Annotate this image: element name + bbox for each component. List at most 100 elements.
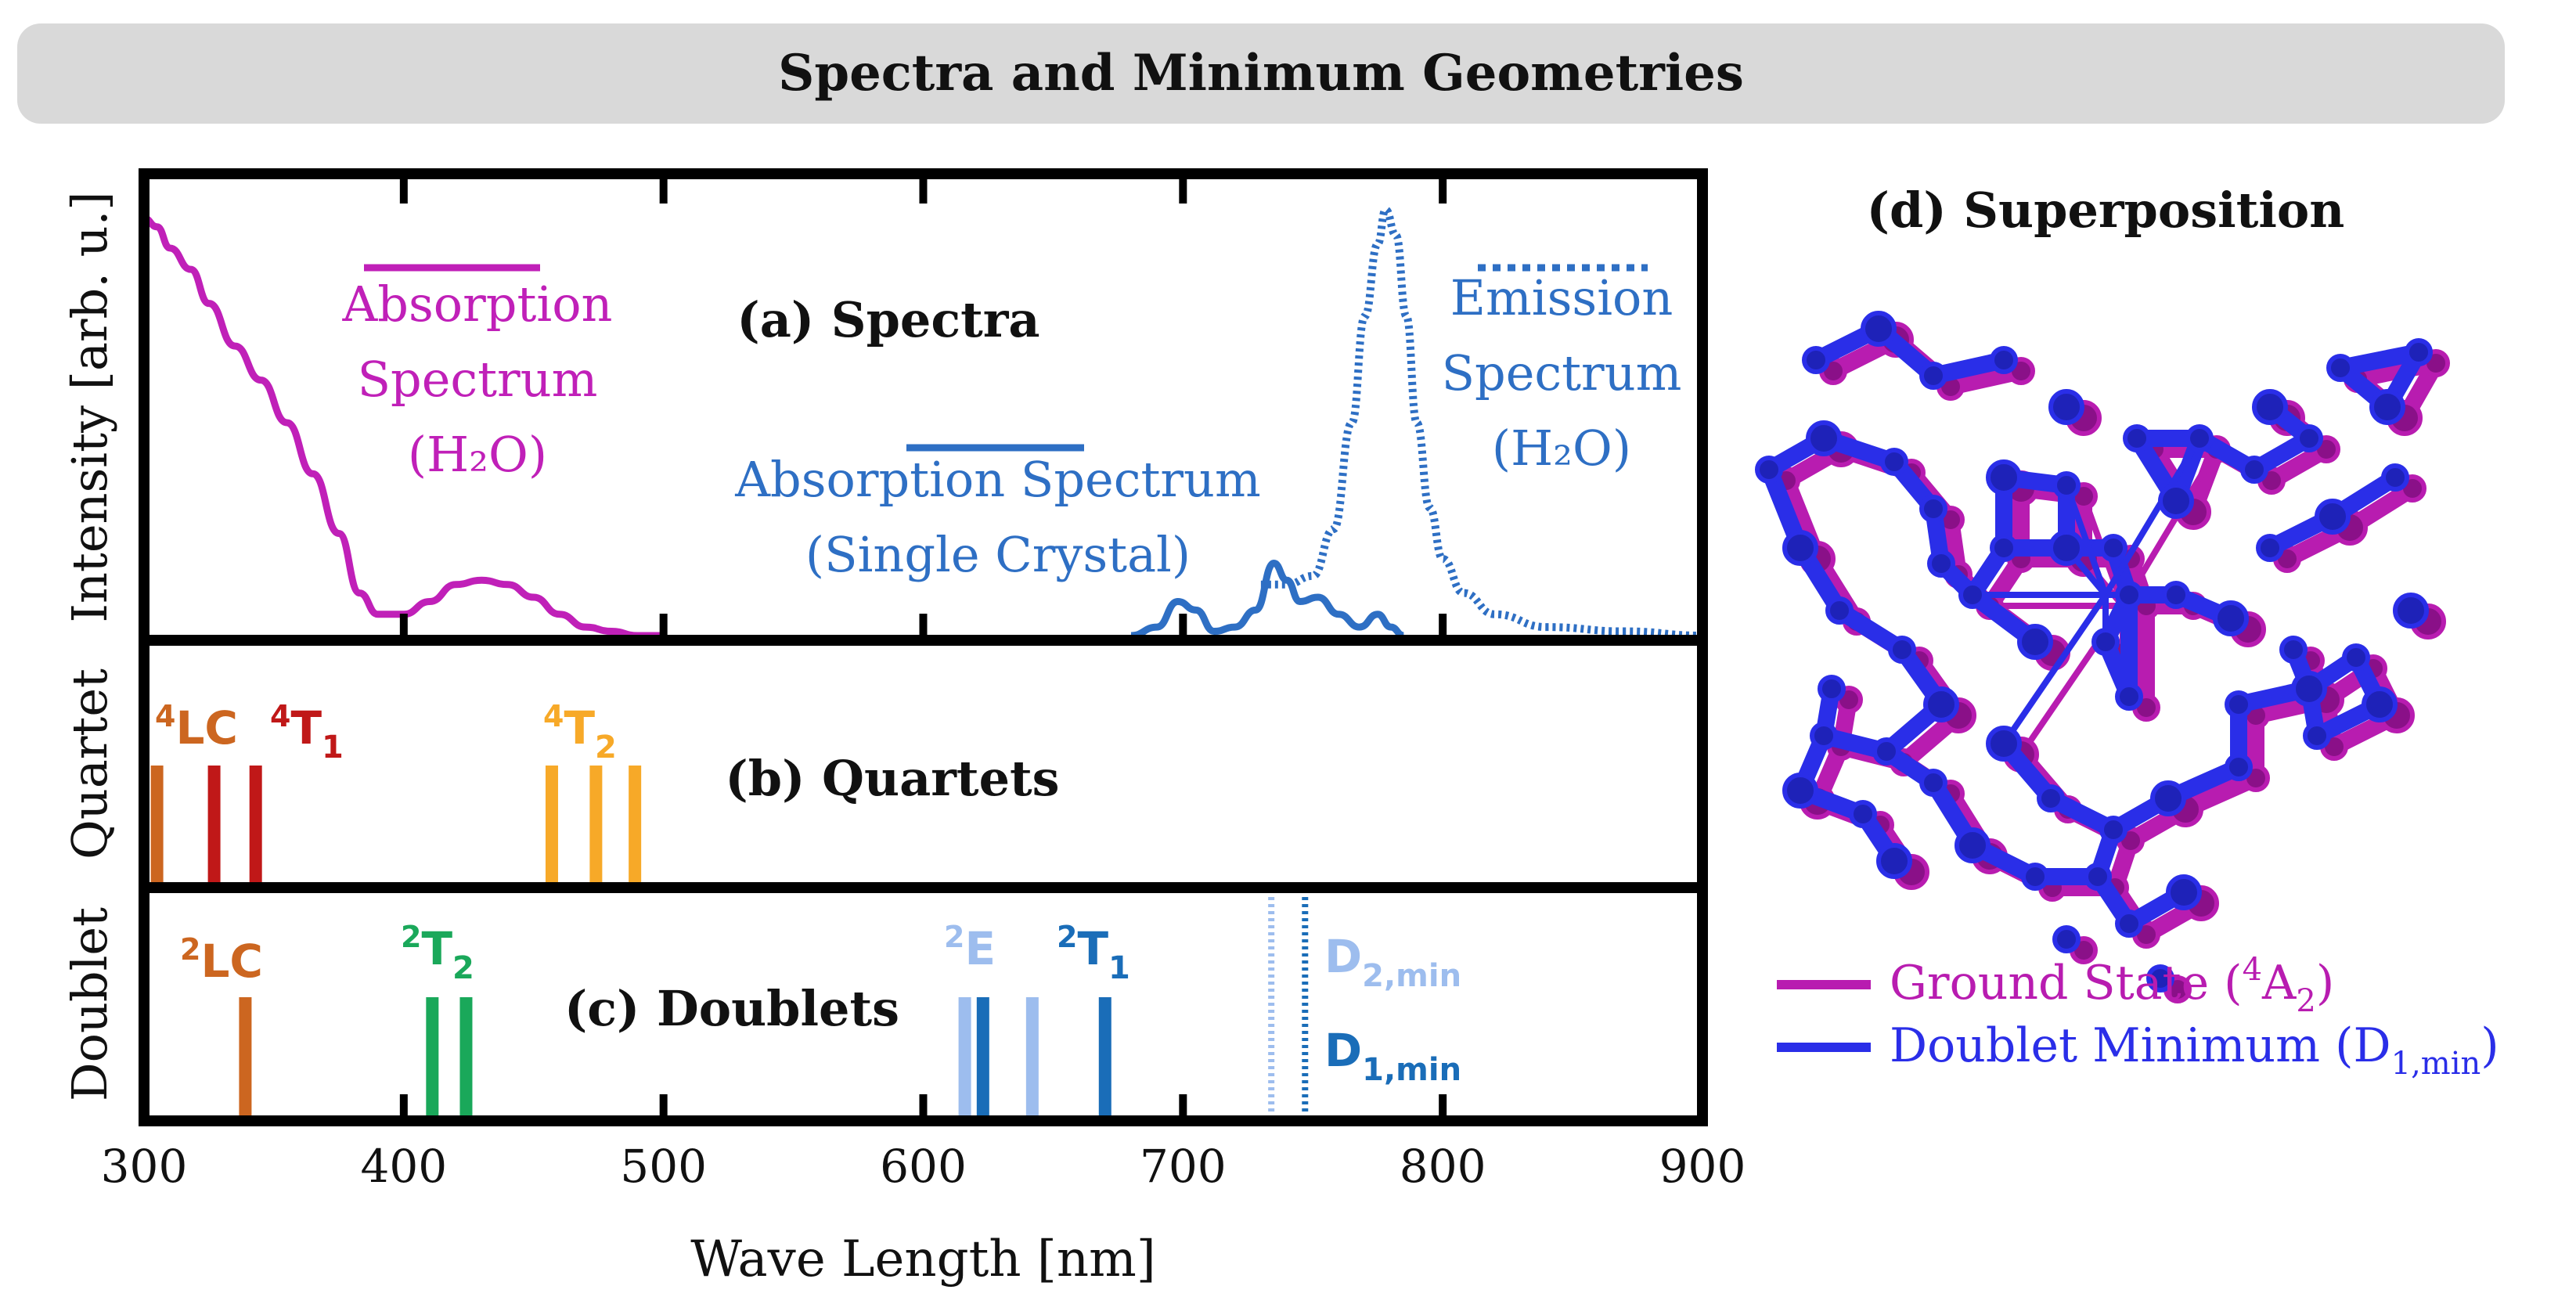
- d-label-e-base: E: [964, 922, 996, 975]
- q-label-t2-sup: 4: [543, 699, 564, 733]
- doublet-atom-10: [2405, 338, 2433, 366]
- doublet-atom-7: [2240, 456, 2268, 484]
- y-axis-label-a: Intensity [arb. u.]: [61, 192, 118, 623]
- legend-d-0-close: ): [2316, 956, 2334, 1011]
- d-label-lc-base: LC: [200, 935, 263, 988]
- legend-label-0-1: Spectrum: [358, 351, 598, 408]
- q-label-t1-base: T: [290, 701, 322, 755]
- page-title: Spectra and Minimum Geometries: [778, 44, 1744, 103]
- q-label-lc: 4LC: [155, 699, 238, 755]
- doublet-atom-46: [2115, 683, 2143, 711]
- series-line-1: [1130, 560, 1405, 639]
- x-axis: 300 400 500 600 700 800 900 Wave Length [nm] Int…: [61, 168, 1746, 1288]
- title-banner: Spectra and Minimum Geometries: [17, 23, 2505, 124]
- doublet-atom-57: [2291, 671, 2327, 707]
- x-tick-label-5: 800: [1400, 1140, 1486, 1193]
- doublet-atom-20: [1755, 456, 1783, 484]
- legend-d-0-sub: 2: [2296, 983, 2315, 1019]
- d-label-t2-sup: 2: [401, 920, 421, 954]
- doublet-atom-0: [1806, 420, 1842, 456]
- doublet-atom-2: [1919, 495, 1947, 523]
- d-label-t1: 2T1: [1057, 920, 1130, 986]
- legend-label-2-0: Emission: [1450, 269, 1673, 326]
- x-tick-label-6: 900: [1659, 1140, 1746, 1193]
- q-label-t2-base: T: [564, 701, 595, 755]
- doublet-atom-45: [2048, 530, 2084, 566]
- panel-d-title: (d) Superposition: [1867, 182, 2345, 239]
- doublet-atom-60: [1876, 843, 1912, 879]
- doublet-atom-13: [2185, 424, 2214, 452]
- doublet-atom-11: [2326, 354, 2354, 382]
- doublet-atom-56: [2225, 690, 2253, 719]
- doublet-atom-48: [1955, 827, 1991, 863]
- legend-label-0-2: (H₂O): [408, 426, 547, 483]
- x-axis-label: Wave Length [nm]: [690, 1230, 1155, 1288]
- doublet-atom-18: [1861, 311, 1897, 347]
- panel-a-title: (a) Spectra: [737, 291, 1039, 348]
- doublet-metal-bond-1: [2102, 436, 2203, 597]
- x-tick-label-2: 500: [620, 1140, 707, 1193]
- panel-c-title: (c) Doublets: [564, 980, 899, 1037]
- legend-label-d-0: Ground State (4A2): [1890, 952, 2334, 1019]
- doublet-atom-51: [2166, 874, 2202, 910]
- legend-label-1-0: Absorption Spectrum: [734, 451, 1261, 508]
- doublet-atom-39: [2213, 600, 2249, 636]
- panel-frame-2: [139, 882, 1708, 1126]
- doublet-atom-6: [2158, 483, 2194, 519]
- d-label-lc-sup: 2: [180, 932, 200, 967]
- doublet-atom-30: [1986, 726, 2022, 762]
- doublet-structure: [1755, 311, 2433, 993]
- doublet-atom-38: [2279, 636, 2308, 664]
- doublet-atom-62: [1818, 675, 1846, 703]
- x-tick-label-3: 600: [880, 1140, 967, 1193]
- doublet-atom-41: [2091, 628, 2120, 656]
- x-tick-label-0: 300: [101, 1140, 188, 1193]
- x-tick-label-1: 400: [360, 1140, 447, 1193]
- doublet-atom-52: [2052, 925, 2081, 953]
- doublet-atom-1: [1880, 448, 1908, 476]
- q-label-lc-base: LC: [175, 701, 238, 755]
- doublet-atom-8: [2295, 424, 2323, 452]
- d-label-t1-sup: 2: [1057, 920, 1077, 954]
- doublet-atom-40: [2162, 581, 2190, 609]
- doublet-atom-24: [1923, 686, 1959, 722]
- doublet-atom-12: [2252, 389, 2288, 425]
- doublet-atom-59: [1927, 549, 1955, 578]
- doublet-atom-61: [2146, 964, 2174, 993]
- doublet-atom-16: [1990, 346, 2018, 374]
- doublet-atom-34: [2225, 753, 2253, 781]
- legend-d-1-sub: 1,min: [2391, 1046, 2481, 1082]
- doublet-atom-58: [2115, 581, 2143, 609]
- q-label-lc-sup: 4: [155, 699, 175, 733]
- doublet-atom-29: [1919, 769, 1947, 797]
- d-min-label-1-base: D: [1324, 1024, 1362, 1077]
- doublet-atom-3: [1986, 459, 2022, 495]
- spectra-panel: Absorption Spectrum (H₂O) Absorption Spectr…: [143, 206, 1703, 639]
- ground-metal-bond-1: [2120, 447, 2220, 608]
- doublet-atom-9: [2369, 389, 2405, 425]
- doublet-atom-55: [2381, 463, 2409, 492]
- d-min-label-0: D2,min: [1324, 930, 1461, 994]
- series-line-2: [1260, 206, 1703, 639]
- doublet-atom-47: [2021, 863, 2049, 891]
- q-label-t1-sub: 1: [322, 730, 344, 766]
- doublet-atom-25: [1872, 737, 1900, 766]
- d-label-t2: 2T2: [401, 920, 474, 986]
- doublet-metal-bond-2: [2001, 593, 2109, 746]
- panel-b-title: (b) Quartets: [725, 750, 1059, 807]
- d-label-t1-sub: 1: [1108, 950, 1130, 986]
- molecule-superposition: (d) Superposition Ground State (4A2)Doubl…: [1755, 182, 2499, 1082]
- doublet-atom-50: [2115, 910, 2143, 938]
- y-axis-label-b: Quartet: [61, 668, 118, 859]
- doublet-atom-63: [2393, 593, 2429, 629]
- doublet-atom-26: [1810, 722, 1838, 750]
- doublet-atom-19: [1802, 346, 1830, 374]
- q-label-t1: 4T1: [270, 699, 344, 766]
- legend-d-1-text: Doublet Minimum (: [1890, 1018, 2354, 1073]
- doublet-atom-23: [1888, 636, 1916, 664]
- doublet-atom-4: [2052, 471, 2081, 499]
- doublet-atom-5: [2099, 534, 2127, 562]
- doublet-atom-27: [1782, 773, 1818, 809]
